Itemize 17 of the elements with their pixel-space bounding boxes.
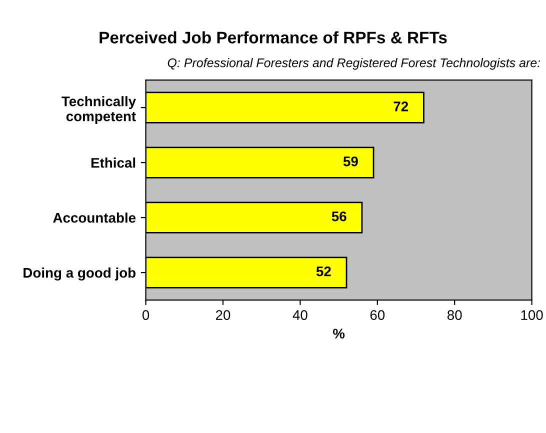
- x-tick-label: 0: [142, 310, 150, 320]
- y-tick-label: Technically competent: [62, 96, 136, 124]
- y-tick-label: Ethical: [91, 158, 136, 168]
- data-label: 56: [332, 211, 346, 222]
- data-label: 72: [394, 101, 408, 112]
- y-tick-label: Doing a good job: [24, 268, 136, 281]
- data-label: 59: [343, 156, 358, 166]
- x-tick-label: 60: [370, 310, 385, 320]
- x-tick-label: 20: [216, 310, 230, 320]
- x-axis-title: %: [332, 328, 345, 338]
- x-tick-label: 40: [292, 310, 308, 320]
- chart-title: Perceived Job Performance of RPFs & RFTs: [100, 31, 447, 44]
- x-tick-label: 100: [521, 310, 543, 320]
- chart-subtitle: Q: Professional Foresters and Registered Forest Technologists are:: [168, 58, 540, 70]
- data-label: 52: [316, 266, 331, 276]
- x-tick-label: 80: [447, 310, 462, 320]
- y-tick-label: Accountable: [53, 212, 136, 223]
